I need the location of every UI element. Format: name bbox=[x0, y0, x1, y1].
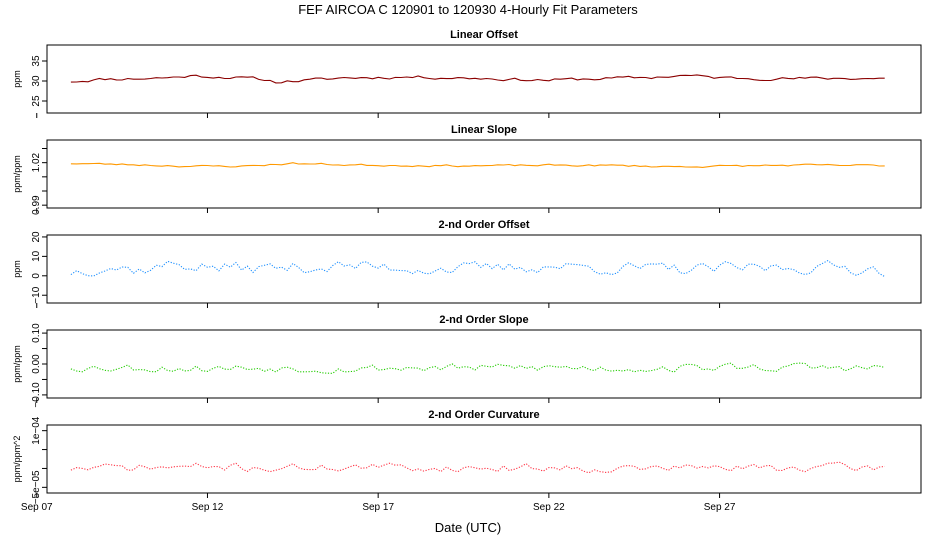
plot-frame bbox=[46, 139, 922, 209]
y-axis-label: ppm/ppm^2 bbox=[12, 436, 22, 483]
y-axis-label: ppm/ppm bbox=[12, 155, 22, 193]
panels: Linear Offset 25 30 35 ppm Linear Slope 0.99 1.… bbox=[12, 29, 922, 513]
y-tick-label: −0.10 bbox=[31, 382, 42, 408]
y-tick-label: −5e−05 bbox=[31, 470, 42, 504]
x-tick-label: Sep 07 bbox=[21, 502, 53, 513]
y-axis-label: ppm bbox=[12, 260, 22, 278]
series-line bbox=[70, 74, 885, 84]
y-tick-label: 0 bbox=[31, 273, 42, 279]
y-tick-label: 0.99 bbox=[31, 195, 42, 215]
panel-5: 2-nd Order Curvature −5e−05 1e−04 ppm/ppm^2 bbox=[12, 409, 922, 504]
x-tick-label: Sep 17 bbox=[362, 502, 394, 513]
y-tick-label: 1.02 bbox=[31, 152, 42, 172]
y-tick-label: 35 bbox=[31, 55, 42, 67]
panel-title: Linear Offset bbox=[450, 29, 518, 41]
y-tick-label: 10 bbox=[31, 250, 42, 262]
series-line bbox=[70, 461, 885, 474]
y-tick-label: 30 bbox=[31, 75, 42, 87]
y-tick-label: −10 bbox=[31, 286, 42, 303]
panel-title: 2-nd Order Slope bbox=[439, 314, 528, 326]
y-tick-label: 1e−04 bbox=[31, 416, 42, 445]
y-tick-label: 0.10 bbox=[31, 323, 42, 343]
panel-3: 2-nd Order Offset −10 0 10 20 ppm bbox=[12, 219, 922, 308]
y-tick-label: 0.00 bbox=[31, 354, 42, 374]
series-line bbox=[70, 162, 885, 168]
y-axis-label: ppm/ppm bbox=[12, 345, 22, 383]
x-tick-label: Sep 12 bbox=[192, 502, 224, 513]
panel-2: Linear Slope 0.99 1.02 ppm/ppm bbox=[12, 124, 922, 215]
y-axis-label: ppm bbox=[12, 70, 22, 88]
panel-title: 2-nd Order Curvature bbox=[428, 409, 539, 421]
panel-title: Linear Slope bbox=[451, 124, 517, 136]
plot-frame bbox=[46, 44, 922, 114]
x-tick-label: Sep 22 bbox=[533, 502, 565, 513]
panel-4: 2-nd Order Slope −0.10 0.00 0.10 ppm/ppm bbox=[12, 314, 922, 408]
panel-title: 2-nd Order Offset bbox=[438, 219, 529, 231]
plot-frame bbox=[46, 424, 922, 494]
series-line bbox=[70, 259, 885, 278]
x-tick-label: Sep 27 bbox=[704, 502, 736, 513]
figure-title: FEF AIRCOA C 120901 to 120930 4-Hourly F… bbox=[298, 2, 638, 17]
plot-frame bbox=[46, 234, 922, 304]
plot-frame bbox=[46, 329, 922, 399]
x-axis-label: Date (UTC) bbox=[435, 520, 501, 535]
panel-1: Linear Offset 25 30 35 ppm bbox=[12, 29, 922, 118]
series-line bbox=[70, 362, 885, 374]
y-tick-label: 25 bbox=[31, 95, 42, 107]
y-tick-label: 20 bbox=[31, 231, 42, 243]
